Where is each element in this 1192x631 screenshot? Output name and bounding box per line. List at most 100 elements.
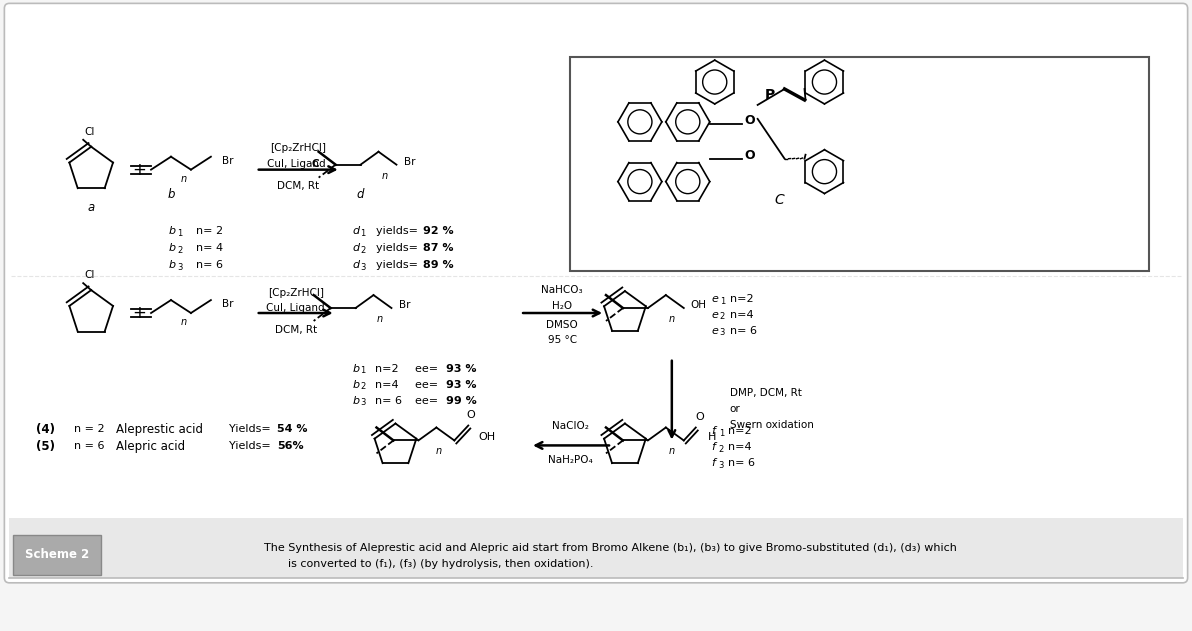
Text: Br: Br [222, 299, 234, 309]
Text: C: C [775, 194, 784, 208]
Text: NaClO₂: NaClO₂ [552, 420, 589, 430]
Text: O: O [466, 410, 474, 420]
Text: b: b [169, 260, 176, 270]
Text: 92 %: 92 % [423, 227, 454, 237]
Text: a: a [87, 201, 95, 214]
Text: ee=: ee= [409, 363, 442, 374]
Text: 54 %: 54 % [277, 425, 308, 435]
Text: Scheme 2: Scheme 2 [25, 548, 89, 562]
Text: Aleprestic acid: Aleprestic acid [116, 423, 203, 436]
Text: (4): (4) [36, 423, 55, 436]
Text: OH: OH [478, 432, 496, 442]
Text: 1: 1 [360, 366, 366, 375]
Text: yields=: yields= [375, 260, 421, 270]
Text: f: f [712, 458, 715, 468]
Text: n= 6: n= 6 [730, 326, 757, 336]
Text: Alepric acid: Alepric acid [116, 440, 185, 453]
Text: CuI, Ligand: CuI, Ligand [266, 303, 325, 313]
Text: d: d [356, 187, 365, 201]
Text: (5): (5) [36, 440, 55, 453]
Text: 3: 3 [720, 328, 725, 338]
Text: 3: 3 [719, 461, 724, 470]
Text: ee=: ee= [409, 396, 442, 406]
Text: DMSO: DMSO [546, 320, 578, 330]
Text: 1: 1 [360, 229, 366, 238]
Text: n: n [435, 446, 441, 456]
Text: n: n [181, 174, 187, 184]
Text: Yields=: Yields= [229, 442, 274, 451]
Text: n: n [669, 314, 675, 324]
Text: 1: 1 [720, 297, 725, 305]
Text: 95 °C: 95 °C [547, 335, 577, 345]
Text: Br: Br [404, 156, 416, 167]
Text: n: n [377, 314, 383, 324]
Text: DCM, Rt: DCM, Rt [277, 180, 318, 191]
Text: 87 %: 87 % [423, 244, 454, 253]
Text: 93 %: 93 % [446, 380, 477, 390]
Text: +: + [132, 161, 145, 179]
Text: P: P [764, 88, 775, 102]
Text: yields=: yields= [375, 227, 421, 237]
Text: or: or [730, 404, 740, 413]
Text: CuI, Ligand: CuI, Ligand [267, 158, 329, 168]
Text: f: f [712, 442, 715, 452]
Text: n= 6: n= 6 [374, 396, 402, 406]
Text: DMP, DCM, Rt: DMP, DCM, Rt [730, 387, 801, 398]
Text: e: e [712, 310, 719, 320]
Text: 89 %: 89 % [423, 260, 454, 270]
Text: 56%: 56% [277, 442, 304, 451]
Text: d: d [353, 260, 360, 270]
Text: e: e [712, 294, 719, 304]
Text: n: n [669, 446, 675, 456]
Text: Swern oxidation: Swern oxidation [730, 420, 814, 430]
Text: n = 2: n = 2 [74, 425, 105, 435]
Text: 2: 2 [176, 246, 182, 255]
Text: 3: 3 [360, 262, 366, 272]
Text: 2: 2 [360, 246, 366, 255]
Text: Br: Br [399, 300, 411, 310]
Text: b: b [169, 227, 176, 237]
Text: b: b [353, 396, 360, 406]
Text: Cl: Cl [83, 270, 94, 280]
Text: O: O [695, 411, 704, 422]
FancyBboxPatch shape [570, 57, 1149, 271]
Text: 3: 3 [360, 398, 366, 407]
Text: 1: 1 [176, 229, 182, 238]
Text: n=2: n=2 [730, 294, 753, 304]
Text: n=4: n=4 [727, 442, 751, 452]
Text: 2: 2 [720, 312, 725, 321]
Text: Yields=: Yields= [229, 425, 274, 435]
Text: O: O [744, 114, 755, 127]
Text: +: + [132, 304, 145, 322]
Text: H: H [708, 432, 716, 442]
Text: NaHCO₃: NaHCO₃ [541, 285, 583, 295]
Text: e: e [712, 326, 719, 336]
Text: [Cp₂ZrHCl]: [Cp₂ZrHCl] [268, 288, 324, 298]
Text: b: b [169, 244, 176, 253]
Text: 2: 2 [360, 382, 366, 391]
Text: n=2: n=2 [374, 363, 398, 374]
Text: OH: OH [691, 300, 707, 310]
Text: b: b [167, 187, 175, 201]
Text: n= 4: n= 4 [195, 244, 223, 253]
Text: C: C [312, 158, 319, 168]
Text: Cl: Cl [83, 127, 94, 137]
Text: 2: 2 [719, 445, 724, 454]
Text: n = 6: n = 6 [74, 442, 105, 451]
Text: ee=: ee= [409, 380, 442, 390]
Text: n: n [181, 317, 187, 327]
Text: n= 6: n= 6 [195, 260, 223, 270]
FancyBboxPatch shape [13, 535, 101, 575]
Text: 1: 1 [719, 429, 724, 438]
Text: b: b [353, 363, 360, 374]
Text: n: n [381, 170, 387, 180]
Text: n= 2: n= 2 [195, 227, 223, 237]
Text: n= 6: n= 6 [727, 458, 755, 468]
Text: Br: Br [222, 156, 234, 166]
Text: 93 %: 93 % [446, 363, 477, 374]
Text: f: f [712, 427, 715, 437]
FancyBboxPatch shape [10, 518, 1182, 578]
Text: n=2: n=2 [727, 427, 751, 437]
FancyBboxPatch shape [5, 3, 1187, 583]
Text: O: O [744, 149, 755, 162]
